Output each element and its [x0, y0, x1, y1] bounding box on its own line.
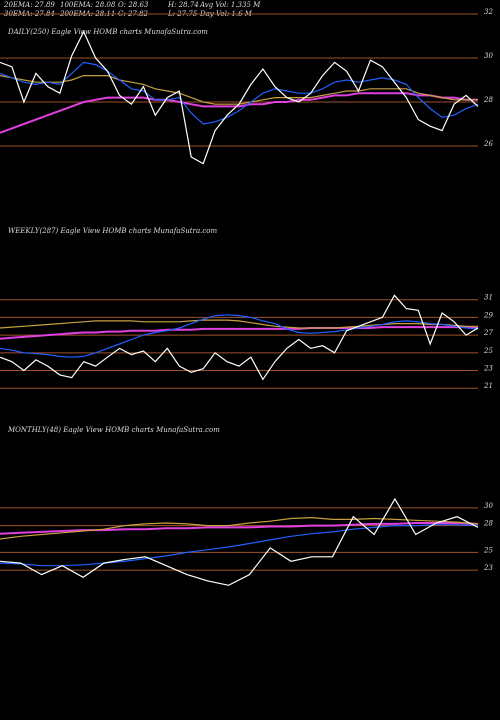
y-tick-label: 23	[483, 564, 493, 572]
y-tick-label: 27	[483, 329, 493, 337]
header-stat: O: 28.63	[118, 1, 149, 9]
y-tick-label: 21	[483, 382, 493, 390]
panel-title: MONTHLY(48) Eagle View HOMB charts Munaf…	[7, 426, 220, 434]
price-line	[0, 92, 478, 134]
panel-title: DAILY(250) Eagle View HOMB charts Munafa…	[7, 28, 208, 36]
y-tick-label: 30	[484, 502, 493, 510]
price-line	[0, 61, 479, 125]
y-tick-label: 28	[483, 96, 493, 104]
header-stat: 100EMA: 28.08	[60, 1, 116, 9]
y-tick-label: 30	[484, 52, 493, 60]
panel-title: WEEKLY(287) Eagle View HOMB charts Munaf…	[8, 227, 217, 235]
y-tick-label: 23	[483, 365, 493, 373]
price-line	[0, 319, 478, 329]
price-line	[0, 497, 479, 586]
y-tick-label: 26	[483, 140, 493, 148]
y-tick-label: 25	[483, 546, 493, 554]
price-line	[0, 314, 479, 358]
price-line	[0, 294, 479, 381]
header-stat: Avg Vol: 1.335 M	[199, 1, 261, 9]
y-tick-label: 28	[483, 520, 493, 528]
price-line	[0, 524, 479, 567]
y-tick-label: 32	[484, 8, 493, 16]
header-stat: 20EMA: 27.89	[3, 1, 55, 9]
price-line	[0, 326, 479, 340]
y-tick-label: 31	[484, 294, 493, 302]
price-line	[0, 522, 479, 535]
y-tick-label: 25	[483, 347, 493, 355]
price-line	[0, 516, 479, 540]
price-line	[0, 30, 479, 165]
y-tick-label: 29	[483, 311, 493, 319]
header-stat: H: 28.74	[167, 1, 199, 9]
